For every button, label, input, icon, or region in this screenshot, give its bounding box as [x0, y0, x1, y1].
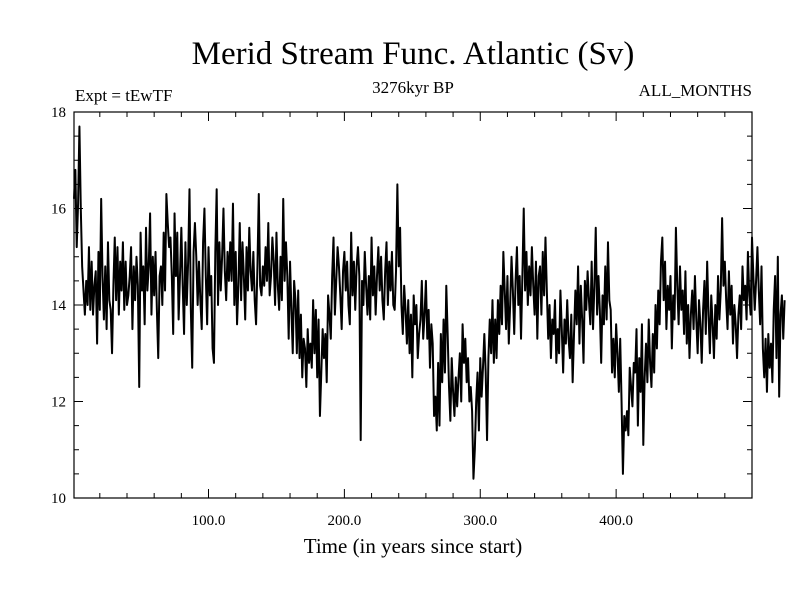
chart-title: Merid Stream Func. Atlantic (Sv) — [192, 36, 635, 72]
plot-area: 10 12 14 16 18 100.0 200.0 300.0 400.0 — [51, 105, 786, 529]
x-tick-label: 200.0 — [328, 513, 362, 529]
y-tick-label: 16 — [51, 202, 67, 218]
x-tick-label: 400.0 — [599, 513, 633, 529]
y-tick-label: 10 — [51, 491, 66, 507]
experiment-label: Expt = tEwTF — [75, 86, 172, 105]
axis-tick-labels: 10 12 14 16 18 100.0 200.0 300.0 400.0 — [51, 105, 633, 529]
series-line — [73, 125, 786, 480]
x-tick-label: 300.0 — [463, 513, 497, 529]
y-tick-label: 18 — [51, 105, 66, 121]
y-tick-label: 12 — [51, 395, 66, 411]
period-label: 3276kyr BP — [372, 78, 454, 97]
y-tick-label: 14 — [51, 298, 67, 314]
months-label: ALL_MONTHS — [639, 81, 752, 100]
axis-ticks — [74, 111, 752, 499]
x-tick-label: 100.0 — [192, 513, 226, 529]
x-axis-label: Time (in years since start) — [304, 534, 523, 558]
